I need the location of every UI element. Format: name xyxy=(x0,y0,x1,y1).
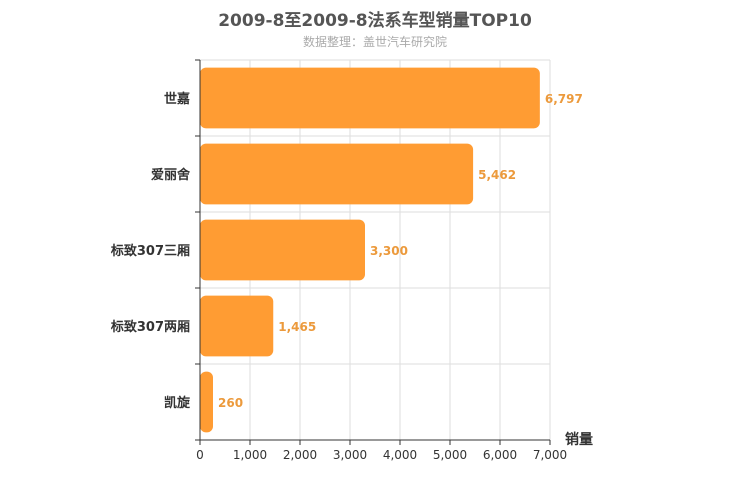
x-tick-label: 5,000 xyxy=(433,448,467,462)
y-category-label: 凯旋 xyxy=(164,395,191,411)
x-axis-label: 销量 xyxy=(565,431,593,448)
bar xyxy=(200,67,540,129)
x-tick-label: 6,000 xyxy=(483,448,517,462)
axes-group: 0 1,000 2,000 3,000 4,000 5,000 6,000 7,000 世嘉爱丽… xyxy=(110,59,567,462)
bar xyxy=(200,219,365,281)
bar-value-label: 5,462 xyxy=(478,168,516,182)
bar-value-label: 3,300 xyxy=(370,244,408,258)
bar xyxy=(200,295,274,357)
y-category-label: 标致307两厢 xyxy=(110,319,190,335)
x-tick-label: 4,000 xyxy=(383,448,417,462)
y-category-label: 爱丽舍 xyxy=(151,167,191,183)
x-tick-label: 3,000 xyxy=(333,448,367,462)
bar-value-label: 6,797 xyxy=(545,92,583,106)
y-category-label: 世嘉 xyxy=(164,91,190,107)
y-category-label: 标致307三厢 xyxy=(110,243,190,259)
chart-title: 2009-8至2009-8法系车型销量TOP10 xyxy=(218,11,532,31)
bar xyxy=(200,143,474,205)
bar-value-label: 1,465 xyxy=(278,320,316,334)
chart-subtitle: 数据整理：盖世汽车研究院 xyxy=(302,35,447,49)
x-tick-label: 2,000 xyxy=(283,448,317,462)
bars-group: 6,797 5,462 3,300 1,465 260 xyxy=(200,67,583,433)
x-tick-label: 7,000 xyxy=(533,448,567,462)
x-tick-label: 1,000 xyxy=(233,448,267,462)
bar xyxy=(200,371,213,433)
bar-value-label: 260 xyxy=(218,396,243,410)
x-tick-label: 0 xyxy=(196,448,204,462)
